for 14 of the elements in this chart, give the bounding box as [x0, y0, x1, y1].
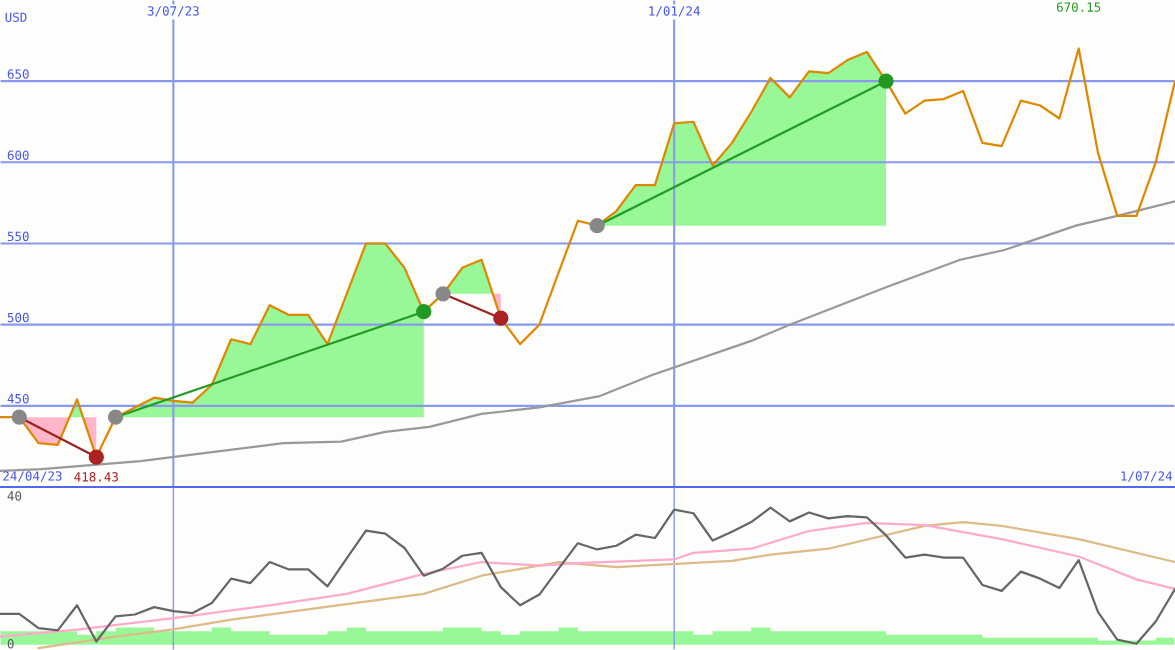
y-tick-label: 550 — [7, 231, 29, 242]
y-tick-label: 0 — [7, 639, 14, 649]
y-tick-label: 40 — [7, 491, 22, 501]
annotation: 24/04/23 — [3, 471, 62, 482]
y-tick-label: 450 — [7, 393, 29, 404]
y-axis-title: USD — [5, 12, 27, 22]
annotation: 670.15 — [1056, 2, 1101, 12]
x-tick-label: 3/07/23 — [147, 6, 199, 17]
x-tick-label: 1/01/24 — [649, 6, 700, 17]
annotation: 418.43 — [74, 472, 118, 482]
y-tick-label: 500 — [7, 312, 29, 323]
y-tick-label: 650 — [7, 69, 29, 79]
annotation: 1/07/24 — [1121, 471, 1173, 482]
y-tick-label: 600 — [7, 150, 29, 160]
